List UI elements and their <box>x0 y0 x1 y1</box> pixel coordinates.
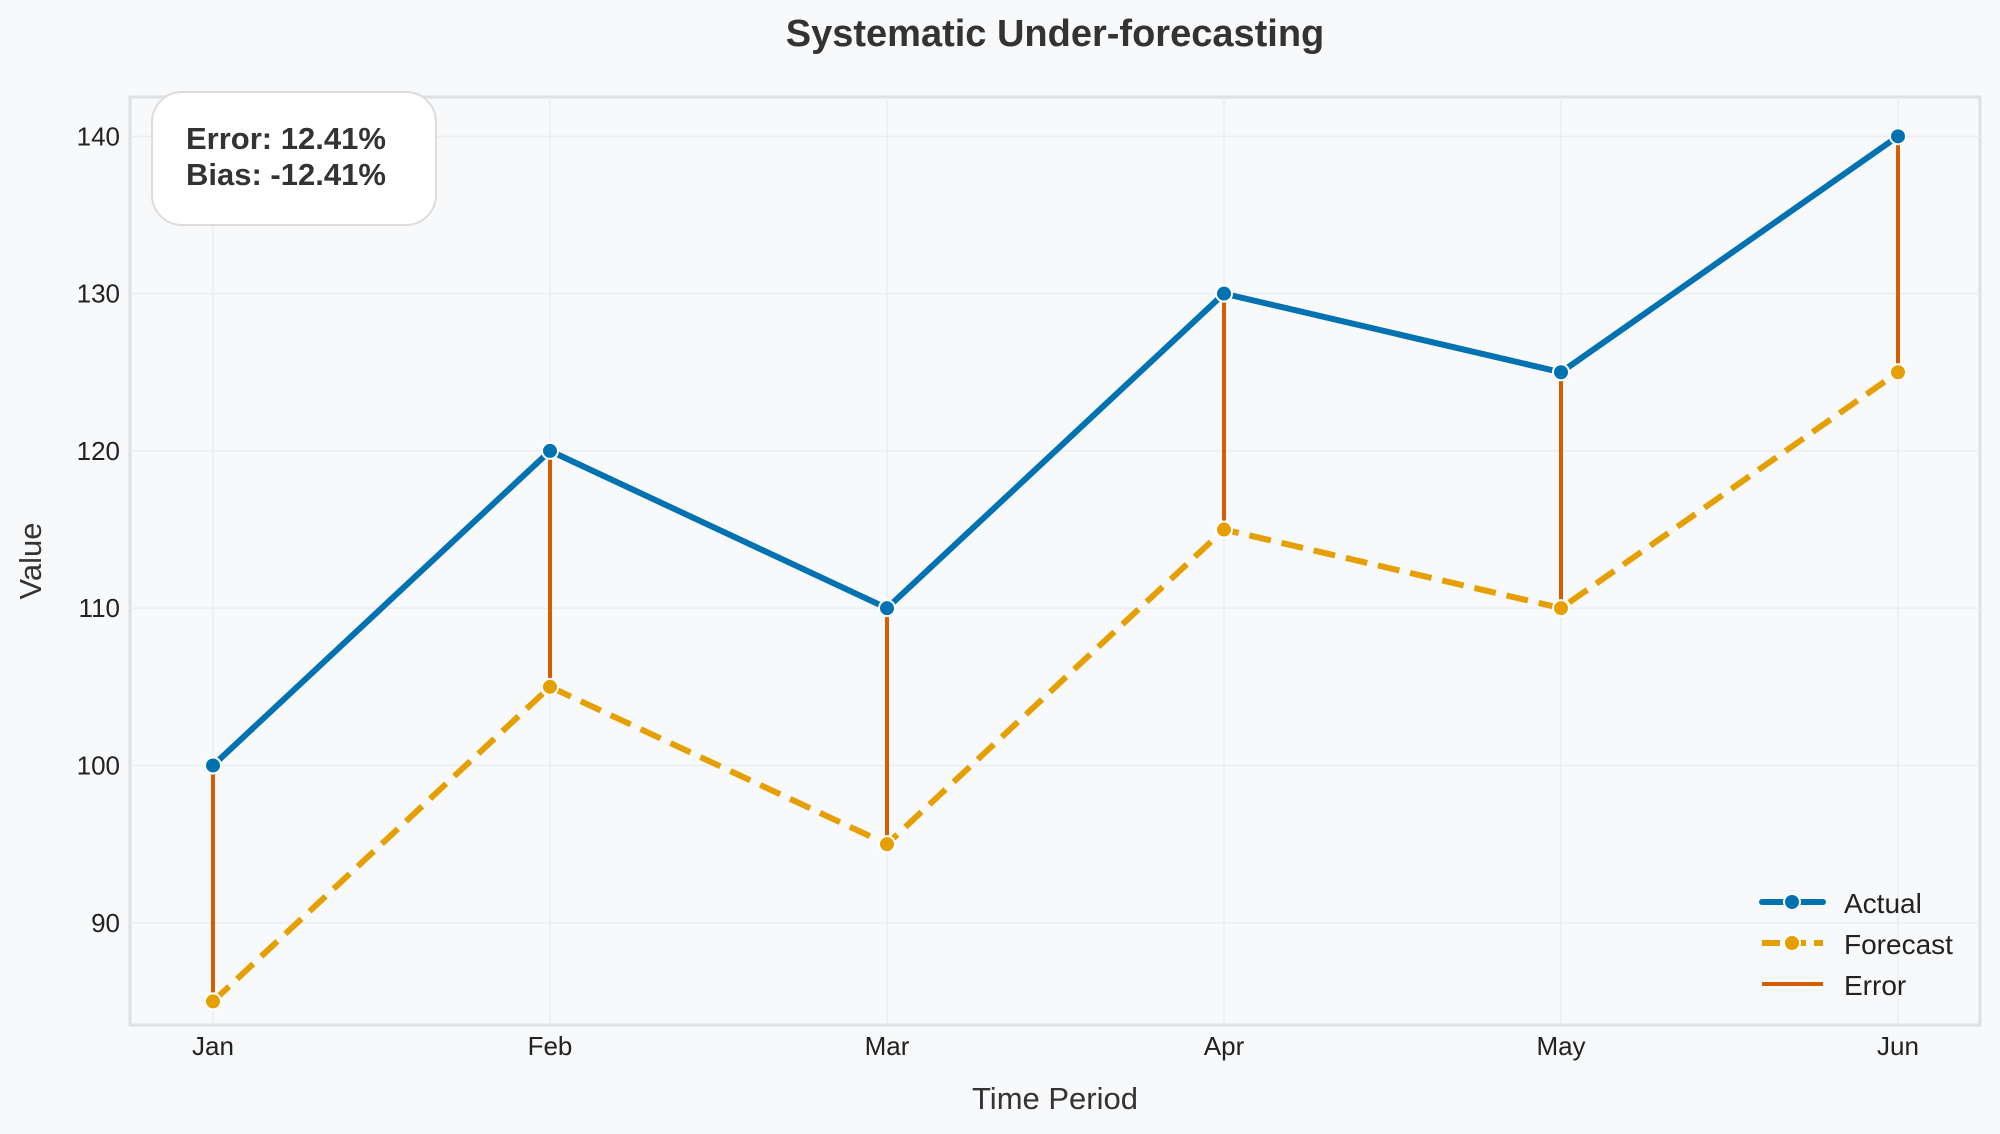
x-tick-label: May <box>1536 1031 1585 1061</box>
legend-marker-actual <box>1783 893 1801 911</box>
y-tick-label: 140 <box>77 121 120 151</box>
plot-frame <box>128 95 1982 1027</box>
point-actual-mar <box>878 599 896 618</box>
x-axis-ticks: Jan Feb Mar Apr May Jun <box>192 1031 1919 1061</box>
bias-stat: Bias: -12.41% <box>186 157 386 192</box>
point-forecast-mar <box>878 835 896 854</box>
x-tick-label: Jan <box>192 1031 234 1061</box>
legend-item-actual: Actual <box>1759 888 1922 919</box>
legend: Actual Forecast Error <box>1759 888 1953 1001</box>
point-forecast-feb <box>541 677 559 696</box>
point-actual-may <box>1552 363 1570 382</box>
point-actual-jun <box>1889 127 1907 146</box>
x-tick-label: Feb <box>528 1031 573 1061</box>
point-forecast-jan <box>204 992 222 1011</box>
plot-area <box>128 95 1982 1027</box>
x-tick-label: Jun <box>1877 1031 1919 1061</box>
point-forecast-jun <box>1889 363 1907 382</box>
legend-marker-forecast <box>1783 934 1801 952</box>
point-actual-jan <box>204 756 222 775</box>
legend-label-forecast: Forecast <box>1844 929 1953 960</box>
legend-item-forecast: Forecast <box>1762 929 1953 960</box>
legend-label-error: Error <box>1844 970 1906 1001</box>
series-line-forecast <box>210 369 1900 1004</box>
series-line-actual <box>210 133 1900 768</box>
x-axis-label: Time Period <box>972 1081 1138 1116</box>
y-tick-label: 110 <box>79 593 120 623</box>
y-tick-label: 120 <box>77 436 120 466</box>
y-axis-label: Value <box>13 523 48 600</box>
y-tick-label: 130 <box>77 279 120 309</box>
y-axis-ticks: 90 100 110 120 130 140 <box>77 121 120 937</box>
legend-label-actual: Actual <box>1844 888 1922 919</box>
point-forecast-may <box>1552 599 1570 618</box>
x-tick-label: Mar <box>865 1031 910 1061</box>
error-lines <box>211 136 1900 1002</box>
point-actual-apr <box>1215 284 1233 303</box>
chart-title: Systematic Under-forecasting <box>786 13 1325 55</box>
error-stat: Error: 12.41% <box>186 121 386 156</box>
series-layer <box>204 127 1907 1011</box>
point-forecast-apr <box>1215 520 1233 539</box>
legend-item-error: Error <box>1762 970 1906 1001</box>
x-tick-label: Apr <box>1204 1031 1245 1061</box>
point-actual-feb <box>541 441 559 460</box>
stats-box <box>151 91 437 226</box>
y-tick-label: 100 <box>77 750 120 780</box>
y-tick-label: 90 <box>91 908 120 938</box>
stats-annotation: Error: 12.41% Bias: -12.41% <box>151 91 437 226</box>
